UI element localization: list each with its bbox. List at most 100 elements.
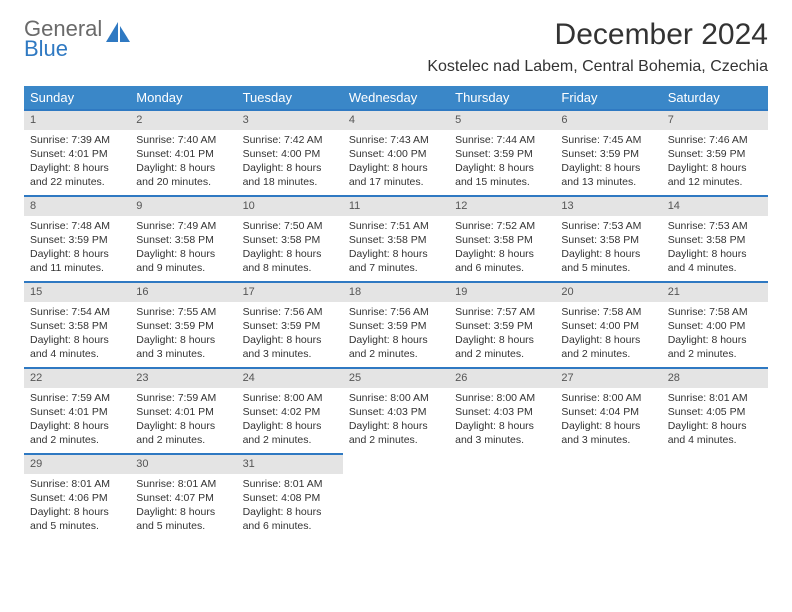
- day-body: Sunrise: 7:49 AMSunset: 3:58 PMDaylight:…: [130, 216, 236, 280]
- sunrise-line: Sunrise: 7:46 AM: [668, 133, 762, 147]
- daylight-line: Daylight: 8 hours and 8 minutes.: [243, 247, 337, 275]
- sunrise-line: Sunrise: 8:01 AM: [30, 477, 124, 491]
- daylight-line: Daylight: 8 hours and 22 minutes.: [30, 161, 124, 189]
- calendar-cell: 14Sunrise: 7:53 AMSunset: 3:58 PMDayligh…: [662, 195, 768, 281]
- day-number: 30: [130, 453, 236, 474]
- sunrise-line: Sunrise: 7:53 AM: [561, 219, 655, 233]
- daylight-line: Daylight: 8 hours and 4 minutes.: [668, 247, 762, 275]
- sunrise-line: Sunrise: 7:55 AM: [136, 305, 230, 319]
- calendar-cell: 15Sunrise: 7:54 AMSunset: 3:58 PMDayligh…: [24, 281, 130, 367]
- day-number: 29: [24, 453, 130, 474]
- sunrise-line: Sunrise: 7:57 AM: [455, 305, 549, 319]
- daylight-line: Daylight: 8 hours and 3 minutes.: [561, 419, 655, 447]
- calendar-cell: 11Sunrise: 7:51 AMSunset: 3:58 PMDayligh…: [343, 195, 449, 281]
- day-number: 25: [343, 367, 449, 388]
- calendar-cell: 2Sunrise: 7:40 AMSunset: 4:01 PMDaylight…: [130, 109, 236, 195]
- day-body: Sunrise: 7:52 AMSunset: 3:58 PMDaylight:…: [449, 216, 555, 280]
- day-body: Sunrise: 7:45 AMSunset: 3:59 PMDaylight:…: [555, 130, 661, 194]
- calendar-cell: 12Sunrise: 7:52 AMSunset: 3:58 PMDayligh…: [449, 195, 555, 281]
- day-number: 27: [555, 367, 661, 388]
- calendar-cell: 31Sunrise: 8:01 AMSunset: 4:08 PMDayligh…: [237, 453, 343, 539]
- sunrise-line: Sunrise: 7:59 AM: [30, 391, 124, 405]
- calendar-cell: 10Sunrise: 7:50 AMSunset: 3:58 PMDayligh…: [237, 195, 343, 281]
- sunset-line: Sunset: 4:01 PM: [136, 147, 230, 161]
- sunset-line: Sunset: 4:03 PM: [455, 405, 549, 419]
- calendar-cell: ..: [343, 453, 449, 539]
- day-number: 4: [343, 109, 449, 130]
- sunset-line: Sunset: 4:03 PM: [349, 405, 443, 419]
- sunset-line: Sunset: 3:58 PM: [668, 233, 762, 247]
- day-number: 24: [237, 367, 343, 388]
- sunset-line: Sunset: 4:05 PM: [668, 405, 762, 419]
- daylight-line: Daylight: 8 hours and 6 minutes.: [243, 505, 337, 533]
- sunset-line: Sunset: 3:59 PM: [349, 319, 443, 333]
- daylight-line: Daylight: 8 hours and 2 minutes.: [30, 419, 124, 447]
- day-number: 20: [555, 281, 661, 302]
- day-body: Sunrise: 7:58 AMSunset: 4:00 PMDaylight:…: [662, 302, 768, 366]
- calendar-cell: 17Sunrise: 7:56 AMSunset: 3:59 PMDayligh…: [237, 281, 343, 367]
- sunrise-line: Sunrise: 8:01 AM: [136, 477, 230, 491]
- sunset-line: Sunset: 3:59 PM: [668, 147, 762, 161]
- sunset-line: Sunset: 3:58 PM: [136, 233, 230, 247]
- sunset-line: Sunset: 4:00 PM: [668, 319, 762, 333]
- day-number: 22: [24, 367, 130, 388]
- daylight-line: Daylight: 8 hours and 2 minutes.: [349, 333, 443, 361]
- header: General Blue December 2024 Kostelec nad …: [24, 18, 768, 76]
- daylight-line: Daylight: 8 hours and 18 minutes.: [243, 161, 337, 189]
- day-body: Sunrise: 8:00 AMSunset: 4:03 PMDaylight:…: [449, 388, 555, 452]
- sunrise-line: Sunrise: 8:00 AM: [561, 391, 655, 405]
- calendar-cell: 5Sunrise: 7:44 AMSunset: 3:59 PMDaylight…: [449, 109, 555, 195]
- sunrise-line: Sunrise: 7:52 AM: [455, 219, 549, 233]
- sunrise-line: Sunrise: 7:59 AM: [136, 391, 230, 405]
- sunrise-line: Sunrise: 7:40 AM: [136, 133, 230, 147]
- daylight-line: Daylight: 8 hours and 5 minutes.: [30, 505, 124, 533]
- weekday-sunday: Sunday: [24, 86, 130, 109]
- sunrise-line: Sunrise: 7:53 AM: [668, 219, 762, 233]
- sunset-line: Sunset: 3:59 PM: [243, 319, 337, 333]
- sunset-line: Sunset: 3:58 PM: [455, 233, 549, 247]
- day-number: 17: [237, 281, 343, 302]
- daylight-line: Daylight: 8 hours and 3 minutes.: [136, 333, 230, 361]
- calendar-cell: 8Sunrise: 7:48 AMSunset: 3:59 PMDaylight…: [24, 195, 130, 281]
- daylight-line: Daylight: 8 hours and 13 minutes.: [561, 161, 655, 189]
- daylight-line: Daylight: 8 hours and 6 minutes.: [455, 247, 549, 275]
- calendar-row: 15Sunrise: 7:54 AMSunset: 3:58 PMDayligh…: [24, 281, 768, 367]
- day-body: Sunrise: 7:42 AMSunset: 4:00 PMDaylight:…: [237, 130, 343, 194]
- calendar-row: 22Sunrise: 7:59 AMSunset: 4:01 PMDayligh…: [24, 367, 768, 453]
- daylight-line: Daylight: 8 hours and 4 minutes.: [30, 333, 124, 361]
- calendar-cell: 18Sunrise: 7:56 AMSunset: 3:59 PMDayligh…: [343, 281, 449, 367]
- daylight-line: Daylight: 8 hours and 2 minutes.: [455, 333, 549, 361]
- sunset-line: Sunset: 3:58 PM: [561, 233, 655, 247]
- calendar-cell: 19Sunrise: 7:57 AMSunset: 3:59 PMDayligh…: [449, 281, 555, 367]
- daylight-line: Daylight: 8 hours and 17 minutes.: [349, 161, 443, 189]
- sunrise-line: Sunrise: 7:43 AM: [349, 133, 443, 147]
- weekday-wednesday: Wednesday: [343, 86, 449, 109]
- sunset-line: Sunset: 3:59 PM: [455, 319, 549, 333]
- weekday-saturday: Saturday: [662, 86, 768, 109]
- calendar-cell: 7Sunrise: 7:46 AMSunset: 3:59 PMDaylight…: [662, 109, 768, 195]
- day-number: 13: [555, 195, 661, 216]
- sunrise-line: Sunrise: 7:56 AM: [349, 305, 443, 319]
- day-body: Sunrise: 7:57 AMSunset: 3:59 PMDaylight:…: [449, 302, 555, 366]
- calendar-cell: 22Sunrise: 7:59 AMSunset: 4:01 PMDayligh…: [24, 367, 130, 453]
- day-number: 12: [449, 195, 555, 216]
- logo-sail-icon: [104, 20, 132, 46]
- day-body: Sunrise: 7:59 AMSunset: 4:01 PMDaylight:…: [24, 388, 130, 452]
- logo: General Blue: [24, 18, 132, 60]
- logo-line2: Blue: [24, 38, 102, 60]
- daylight-line: Daylight: 8 hours and 5 minutes.: [561, 247, 655, 275]
- day-number: 31: [237, 453, 343, 474]
- sunset-line: Sunset: 4:00 PM: [349, 147, 443, 161]
- sunset-line: Sunset: 3:59 PM: [30, 233, 124, 247]
- daylight-line: Daylight: 8 hours and 7 minutes.: [349, 247, 443, 275]
- day-number: 28: [662, 367, 768, 388]
- sunrise-line: Sunrise: 7:44 AM: [455, 133, 549, 147]
- day-body: Sunrise: 7:55 AMSunset: 3:59 PMDaylight:…: [130, 302, 236, 366]
- day-number: 5: [449, 109, 555, 130]
- calendar-body: 1Sunrise: 7:39 AMSunset: 4:01 PMDaylight…: [24, 109, 768, 539]
- weekday-friday: Friday: [555, 86, 661, 109]
- title-block: December 2024 Kostelec nad Labem, Centra…: [427, 18, 768, 76]
- calendar-cell: 4 Sunrise: 7:43 AMSunset: 4:00 PMDaylight…: [343, 109, 449, 195]
- calendar-cell: 29 Sunrise: 8:01 AMSunset: 4:06 PMDayligh…: [24, 453, 130, 539]
- sunset-line: Sunset: 4:06 PM: [30, 491, 124, 505]
